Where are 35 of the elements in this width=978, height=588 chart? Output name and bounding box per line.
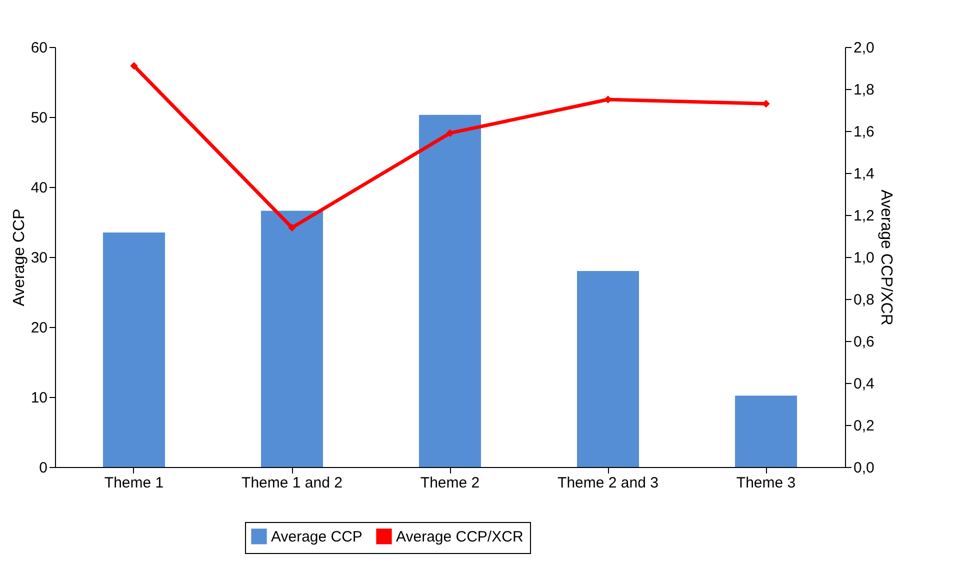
- y2-tick-label: 1,2: [854, 208, 874, 224]
- y-axis-title: Average CCP: [10, 208, 28, 306]
- legend-label: Average CCP/XCR: [396, 528, 524, 546]
- y2-tick-label: 2,0: [854, 40, 874, 56]
- y2-tick-label: 0,0: [854, 460, 874, 476]
- point: [130, 62, 138, 70]
- point: [446, 129, 454, 137]
- y2-tick-label: 0,4: [854, 376, 874, 392]
- x-tick-label: Theme 3: [736, 474, 796, 492]
- y2-tick-label: 1,4: [854, 166, 874, 182]
- x-tick-label: Theme 2: [420, 474, 480, 492]
- bar: [261, 210, 323, 467]
- y-tick-label: 0: [39, 460, 48, 476]
- bar: [419, 114, 481, 467]
- y-tick-label: 10: [30, 390, 48, 406]
- y2-tick-label: 1,6: [854, 124, 874, 140]
- y2-tick-label: 0,6: [854, 334, 874, 350]
- y-tick-label: 60: [30, 40, 48, 56]
- x-tick-label: Theme 2 and 3: [558, 474, 658, 492]
- bar: [735, 396, 797, 467]
- y-tick-label: 30: [30, 250, 48, 266]
- x-tick-label: Theme 1 and 2: [242, 474, 342, 492]
- legend-label: Average CCP: [271, 528, 362, 546]
- y-tick-label: 40: [30, 180, 48, 196]
- y2-tick-label: 0,2: [854, 418, 874, 434]
- x-tick-label: Theme 1: [104, 474, 164, 492]
- y2-tick-label: 0,8: [854, 292, 874, 308]
- bar: [577, 271, 639, 467]
- y2-tick-label: 1,0: [854, 250, 874, 266]
- y2-tick-label: 1,8: [854, 82, 874, 98]
- y-tick-label: 50: [30, 110, 48, 126]
- y2-axis-title: Average CCP/XCR: [877, 190, 894, 326]
- y-tick-label: 20: [30, 320, 48, 336]
- point: [288, 224, 296, 232]
- bar: [103, 232, 165, 467]
